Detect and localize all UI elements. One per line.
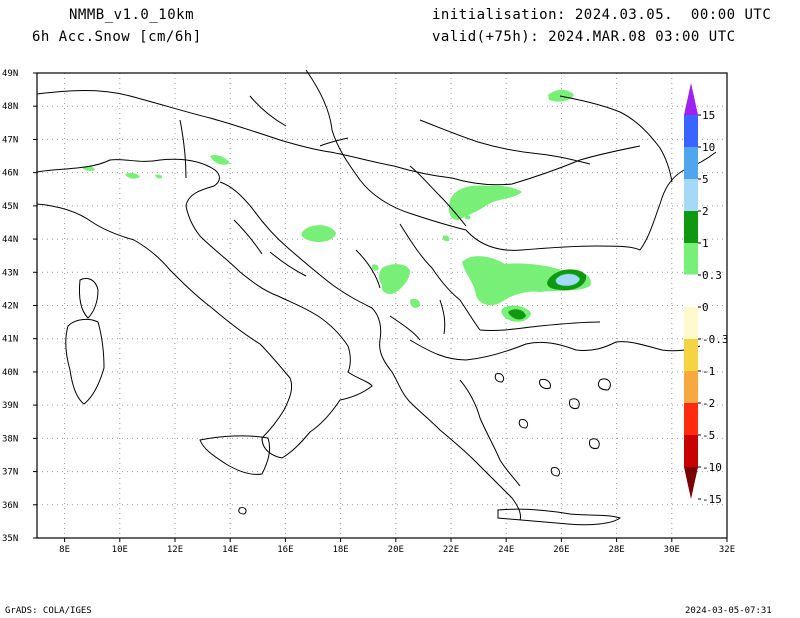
colorbar-label: 15 [702,109,715,122]
colorbar-segment [684,147,698,179]
footer-timestamp: 2024-03-05-07:31 [685,606,772,616]
colorbar-segment [684,211,698,243]
colorbar-label: 2 [702,205,709,218]
footer-credit: GrADS: COLA/IGES [5,606,92,616]
colorbar-label: 0.3 [702,269,722,282]
lon-tick-label: 18E [332,545,348,555]
colorbar-label: -1 [702,365,715,378]
lon-tick-label: 10E [112,545,128,555]
colorbar-label: 1 [702,237,709,250]
graticule-grid [37,73,727,538]
field-title: 6h Acc.Snow [cm/6h] [32,29,202,45]
lat-tick-label: 36N [2,501,18,511]
snow-areas-heavy [555,273,581,287]
colorbar-label: -0.3 [702,333,729,346]
lon-tick-label: 8E [59,545,70,555]
colorbar-label: -5 [702,429,715,442]
colorbar-segment [684,339,698,371]
lon-tick-label: 14E [222,545,238,555]
colorbar-label: 10 [702,141,715,154]
lat-tick-label: 44N [2,235,18,245]
lon-tick-label: 20E [388,545,404,555]
lon-tick-label: 32E [719,545,735,555]
lon-tick-label: 22E [443,545,459,555]
lon-tick-label: 28E [608,545,624,555]
lon-tick-label: 16E [277,545,293,555]
colorbar: 15 10 5 2 1 0.3 0 -0.3 -1 -2 -5 -10 -15 [683,83,729,506]
colorbar-segment [684,435,698,467]
colorbar-bottom-arrow [684,467,698,499]
lat-tick-label: 35N [2,534,18,544]
init-time: initialisation: 2024.03.05. 00:00 UTC [432,7,772,23]
lat-tick-label: 45N [2,202,18,212]
colorbar-label: -15 [702,493,722,506]
lat-tick-label: 42N [2,302,18,312]
lat-tick-label: 38N [2,434,18,444]
colorbar-segment [684,403,698,435]
colorbar-top-arrow [684,83,698,115]
model-name: NMMB_v1.0_10km [69,7,195,23]
lon-tick-label: 12E [167,545,183,555]
lat-tick-label: 43N [2,268,18,278]
lon-tick-label: 26E [553,545,569,555]
lat-tick-label: 41N [2,335,18,345]
lon-tick-label: 30E [664,545,680,555]
lat-tick-label: 49N [2,69,18,79]
lat-tick-label: 46N [2,169,18,179]
colorbar-segment [684,307,698,339]
lat-tick-label: 48N [2,102,18,112]
snow-areas-light [82,89,591,322]
colorbar-label: -2 [702,397,715,410]
lat-tick-label: 37N [2,468,18,478]
colorbar-label: -10 [702,461,722,474]
lat-tick-label: 39N [2,401,18,411]
colorbar-segment [683,274,699,308]
colorbar-segment [684,371,698,403]
lon-tick-label: 24E [498,545,514,555]
axis-tick-labels: 8E 10E 12E 14E 16E 18E 20E 22E 24E 26E 28E 30E 32E 35… [2,69,735,555]
colorbar-label: 5 [702,173,709,186]
valid-time: valid(+75h): 2024.MAR.08 03:00 UTC [432,29,736,45]
coastlines-borders [36,69,717,526]
colorbar-segment [684,243,698,275]
colorbar-segment [684,115,698,147]
lat-tick-label: 47N [2,135,18,145]
lat-tick-label: 40N [2,368,18,378]
colorbar-label: 0 [702,301,709,314]
colorbar-segment [684,179,698,211]
